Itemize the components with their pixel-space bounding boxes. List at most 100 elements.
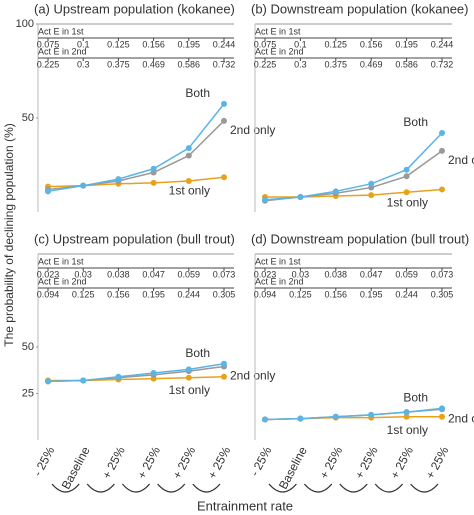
series-line xyxy=(264,407,443,421)
x-tick-label: + 25% xyxy=(99,444,128,481)
series-line xyxy=(47,120,225,191)
act-e-value: 0.038 xyxy=(325,269,348,279)
act-e-value: 0.125 xyxy=(107,39,130,49)
act-e-value: 0.732 xyxy=(431,59,454,69)
step-arrow xyxy=(303,483,333,493)
act-e-label: Act E in 2nd xyxy=(255,46,304,56)
series-line xyxy=(47,103,225,193)
act-e-value: 0.244 xyxy=(178,289,201,299)
panel-title: (c) Upstream population (bull trout) xyxy=(34,231,235,246)
y-tick-label: 50 xyxy=(22,341,34,353)
series-point xyxy=(185,152,192,159)
series-point xyxy=(221,117,227,124)
x-tick-label: + 25% xyxy=(317,444,346,481)
series-point xyxy=(80,182,87,189)
y-tick-label: 100 xyxy=(16,18,34,30)
panel-title: (d) Downstream population (bull trout) xyxy=(251,231,469,246)
series-point xyxy=(185,177,192,184)
series-point xyxy=(439,405,445,412)
x-tick-label: + 25% xyxy=(205,444,234,481)
act-e-value: 0.732 xyxy=(213,59,236,69)
act-e-value: 0.3 xyxy=(77,59,90,69)
act-e-value: 0.156 xyxy=(325,289,348,299)
series-point xyxy=(150,179,157,186)
series-line xyxy=(48,376,225,382)
series-point xyxy=(45,378,51,385)
act-e-value: 0.073 xyxy=(213,269,236,279)
act-e-value: 0.125 xyxy=(72,289,95,299)
act-e-value: 0.1 xyxy=(77,39,90,49)
act-e-value: 0.059 xyxy=(395,269,418,279)
panel-title: (b) Downstream population (kokanee) xyxy=(251,1,469,16)
act-e-value: 0.059 xyxy=(178,269,201,279)
act-e-value: 0.244 xyxy=(431,39,454,49)
act-e-value: 0.094 xyxy=(254,289,277,299)
series-point xyxy=(403,409,410,416)
series-point xyxy=(262,416,268,423)
series-point xyxy=(403,166,410,173)
act-e-value: 0.094 xyxy=(37,289,60,299)
act-e-value: 0.244 xyxy=(213,39,236,49)
act-e-value: 0.469 xyxy=(360,59,383,69)
series-point xyxy=(403,189,410,196)
series-point xyxy=(221,373,227,380)
act-e-value: 0.073 xyxy=(431,269,454,279)
series-point xyxy=(115,373,122,380)
step-arrow xyxy=(192,483,221,493)
series-line xyxy=(47,362,225,383)
series-label: 1st only xyxy=(387,196,428,210)
series-point xyxy=(185,374,192,381)
act-e-value: 0.225 xyxy=(37,59,60,69)
act-e-label: Act E in 1st xyxy=(38,256,84,266)
series-label: 2nd only xyxy=(230,123,275,137)
act-e-value: 0.023 xyxy=(254,269,277,279)
series-point xyxy=(297,193,304,200)
x-tick-label: + 25% xyxy=(135,444,164,481)
step-arrow xyxy=(339,483,368,493)
series-label: 2nd only xyxy=(448,153,474,167)
series-label: 1st only xyxy=(169,183,210,197)
x-axis-label: Entrainment rate xyxy=(197,498,293,513)
act-e-value: 0.195 xyxy=(360,289,383,299)
act-e-value: 0.156 xyxy=(360,39,383,49)
series-point xyxy=(45,188,51,195)
act-e-value: 0.075 xyxy=(254,39,277,49)
series-point xyxy=(185,145,192,152)
series-label: Both xyxy=(403,115,428,129)
series-point xyxy=(439,130,445,137)
act-e-value: 0.156 xyxy=(107,289,130,299)
act-e-value: 0.156 xyxy=(142,39,165,49)
step-arrow xyxy=(374,483,404,493)
step-arrow xyxy=(157,483,186,493)
step-arrow xyxy=(86,483,115,493)
series-label: 1st only xyxy=(169,383,210,397)
series-point xyxy=(115,176,122,183)
x-tick-label: - 25% xyxy=(30,444,57,479)
act-e-value: 0.125 xyxy=(289,289,312,299)
act-e-value: 0.195 xyxy=(178,39,201,49)
series-point xyxy=(297,415,304,422)
series-point xyxy=(221,100,227,107)
series-label: Both xyxy=(185,346,210,360)
x-tick-label: + 25% xyxy=(170,444,199,481)
act-e-value: 0.023 xyxy=(37,269,60,279)
series-point xyxy=(262,196,268,203)
act-e-value: 0.038 xyxy=(107,269,130,279)
series-point xyxy=(368,192,375,199)
panel-title: (a) Upstream population (kokanee) xyxy=(34,1,235,16)
act-e-value: 0.3 xyxy=(294,59,307,69)
act-e-value: 0.03 xyxy=(74,269,92,279)
step-arrow xyxy=(410,483,439,493)
series-point xyxy=(221,174,227,181)
act-e-value: 0.469 xyxy=(142,59,165,69)
act-e-value: 0.586 xyxy=(178,59,201,69)
act-e-value: 0.03 xyxy=(292,269,310,279)
series-point xyxy=(80,377,87,384)
y-tick-label: 25 xyxy=(22,387,34,399)
series-point xyxy=(403,413,410,420)
series-point xyxy=(439,413,445,420)
act-e-value: 0.586 xyxy=(395,59,418,69)
series-point xyxy=(403,173,410,180)
step-arrow xyxy=(121,483,151,493)
